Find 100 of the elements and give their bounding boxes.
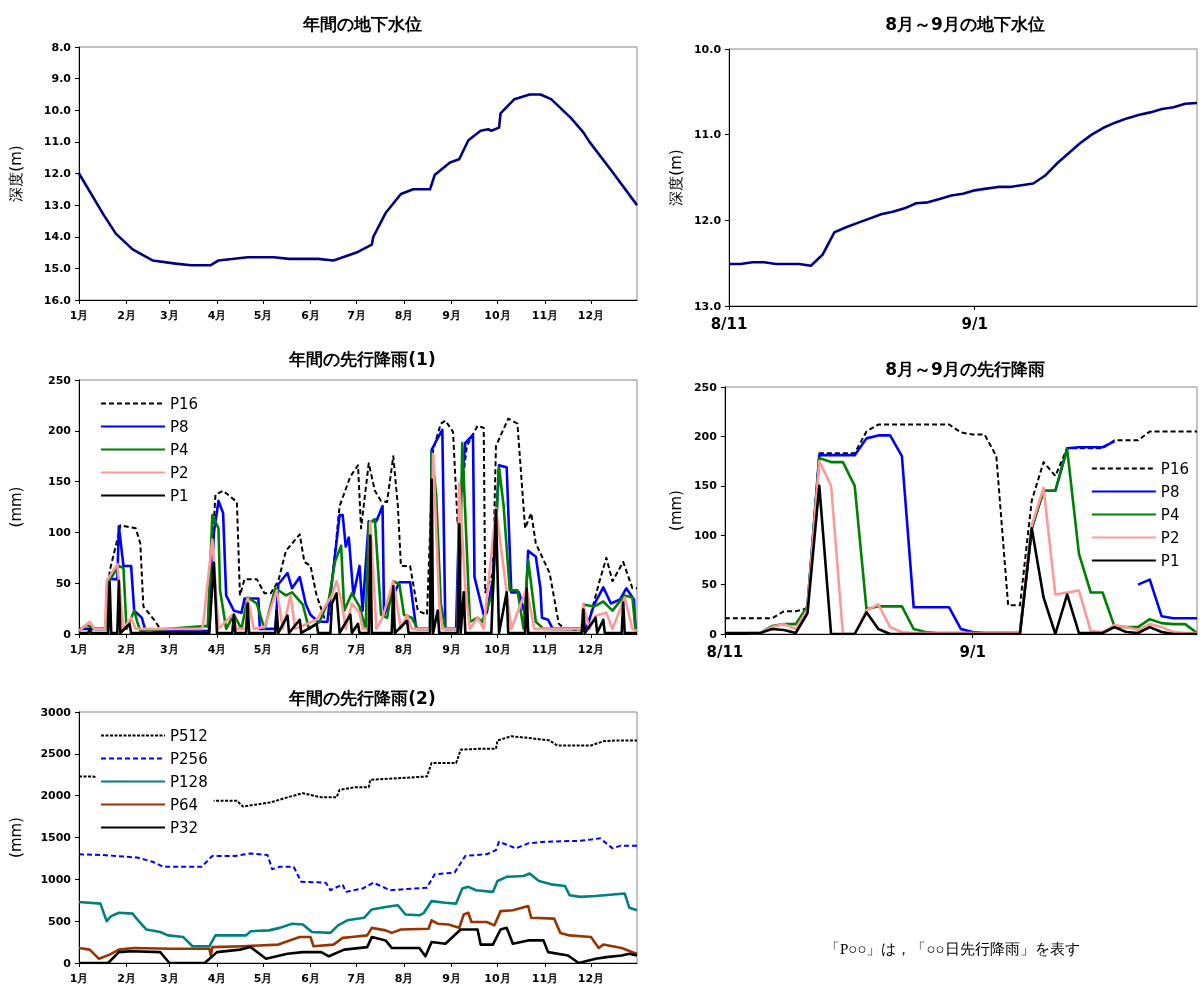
y-tick-label: 10.0 bbox=[43, 103, 72, 117]
x-tick-label: 12月 bbox=[577, 309, 605, 322]
y-tick-label: 0 bbox=[709, 627, 718, 641]
x-tick-label: 7月 bbox=[347, 972, 366, 985]
x-tick-label: 2月 bbox=[117, 643, 136, 656]
y-tick-label: 0 bbox=[63, 956, 72, 970]
x-tick-label: 4月 bbox=[207, 972, 227, 985]
y-tick-label: 2500 bbox=[40, 747, 72, 761]
x-tick-label: 7月 bbox=[347, 309, 366, 322]
legend-label: P2 bbox=[1160, 528, 1180, 547]
text: 「P○○」は，「○○日先行降雨」を表す bbox=[825, 940, 1080, 959]
legend-label: P4 bbox=[1160, 505, 1180, 524]
y-axis-title: (mm) bbox=[666, 490, 685, 531]
y-tick-label: 150 bbox=[693, 479, 718, 493]
x-tick-label: 1月 bbox=[69, 309, 89, 322]
legend-label: P16 bbox=[1160, 459, 1190, 478]
y-tick-label: 0 bbox=[63, 627, 72, 641]
x-tick-label: 11月 bbox=[531, 309, 559, 322]
x-tick-label: 3月 bbox=[160, 309, 179, 322]
legend-label: P1 bbox=[1160, 551, 1180, 570]
x-tick-label: 12月 bbox=[577, 972, 605, 985]
legend-label: P8 bbox=[1160, 482, 1180, 501]
y-tick-label: 50 bbox=[701, 578, 718, 592]
y-tick-label: 12.0 bbox=[693, 213, 722, 227]
y-tick-label: 200 bbox=[48, 424, 72, 438]
x-tick-label: 9月 bbox=[442, 972, 461, 985]
legend-label: P2 bbox=[170, 463, 189, 482]
chart-title: 年間の先行降雨(2) bbox=[288, 687, 436, 708]
legend-label: P512 bbox=[170, 726, 208, 745]
x-tick-label: 1月 bbox=[69, 972, 89, 985]
y-axis-title: 深度(m) bbox=[6, 145, 25, 202]
chart-title: 8月～9月の地下水位 bbox=[885, 13, 1045, 34]
x-tick-label: 2月 bbox=[117, 972, 136, 985]
x-tick-label: 9/1 bbox=[961, 314, 988, 333]
x-tick-label: 8月 bbox=[394, 972, 414, 985]
y-tick-label: 13.0 bbox=[693, 299, 722, 313]
chart-title: 8月～9月の先行降雨 bbox=[885, 358, 1045, 379]
y-tick-label: 200 bbox=[693, 429, 718, 443]
y-tick-label: 100 bbox=[48, 525, 72, 539]
x-tick-label: 11月 bbox=[531, 643, 559, 656]
x-tick-label: 8月 bbox=[394, 643, 414, 656]
x-tick-label: 9月 bbox=[442, 643, 461, 656]
line-series bbox=[77, 93, 639, 267]
y-tick-label: 3000 bbox=[40, 705, 72, 719]
legend-label: P32 bbox=[170, 818, 199, 837]
x-tick-label: 7月 bbox=[347, 643, 366, 656]
x-tick-label: 11月 bbox=[531, 972, 559, 985]
y-axis-title: (mm) bbox=[6, 486, 25, 528]
y-tick-label: 9.0 bbox=[51, 72, 72, 86]
legend-label: P16 bbox=[170, 394, 199, 413]
x-tick-label: 10月 bbox=[484, 643, 511, 656]
x-tick-label: 9月 bbox=[442, 309, 461, 322]
y-tick-label: 1500 bbox=[40, 831, 72, 844]
legend-label: P64 bbox=[170, 795, 199, 814]
y-tick-label: 14.0 bbox=[43, 230, 72, 244]
chart-title: 年間の地下水位 bbox=[302, 13, 422, 34]
y-tick-label: 8.0 bbox=[51, 40, 72, 54]
y-tick-label: 500 bbox=[48, 914, 72, 928]
x-tick-label: 8/11 bbox=[710, 314, 748, 333]
legend-label: P256 bbox=[170, 749, 208, 768]
y-tick-label: 10.0 bbox=[693, 42, 722, 56]
x-tick-label: 5月 bbox=[253, 309, 273, 322]
x-tick-label: 8月 bbox=[394, 309, 414, 322]
y-tick-label: 2000 bbox=[40, 789, 72, 803]
x-tick-label: 3月 bbox=[160, 972, 179, 985]
x-tick-label: 2月 bbox=[117, 309, 136, 322]
y-axis-title: 深度(m) bbox=[666, 149, 685, 206]
line-series bbox=[77, 872, 639, 948]
y-axis-title: (mm) bbox=[6, 817, 25, 858]
y-tick-label: 13.0 bbox=[43, 198, 72, 212]
legend-label: P1 bbox=[170, 486, 189, 505]
x-tick-label: 4月 bbox=[207, 643, 227, 656]
x-tick-label: 6月 bbox=[301, 309, 320, 322]
x-tick-label: 4月 bbox=[207, 309, 227, 322]
y-tick-label: 250 bbox=[693, 380, 718, 394]
y-tick-label: 11.0 bbox=[693, 128, 722, 142]
line-series bbox=[727, 101, 1199, 268]
x-tick-label: 1月 bbox=[69, 643, 89, 656]
x-tick-label: 10月 bbox=[484, 309, 511, 322]
x-tick-label: 6月 bbox=[301, 643, 320, 656]
y-tick-label: 1000 bbox=[40, 872, 72, 886]
line-series bbox=[78, 837, 638, 893]
legend-label: P8 bbox=[170, 417, 189, 436]
x-tick-label: 5月 bbox=[253, 643, 273, 656]
y-tick-label: 16.0 bbox=[43, 293, 72, 307]
x-tick-label: 10月 bbox=[484, 972, 511, 985]
x-tick-label: 6月 bbox=[301, 972, 320, 985]
y-tick-label: 11.0 bbox=[43, 135, 72, 149]
x-tick-label: 9/1 bbox=[959, 642, 986, 661]
y-tick-label: 15.0 bbox=[43, 261, 72, 275]
x-tick-label: 3月 bbox=[160, 643, 179, 656]
chart-title: 年間の先行降雨(1) bbox=[288, 348, 436, 369]
y-tick-label: 12.0 bbox=[43, 167, 72, 180]
legend-label: P128 bbox=[170, 772, 208, 791]
y-tick-label: 150 bbox=[48, 475, 72, 489]
y-tick-label: 250 bbox=[48, 373, 72, 387]
legend-label: P4 bbox=[170, 440, 189, 459]
x-tick-label: 5月 bbox=[253, 972, 273, 985]
y-tick-label: 50 bbox=[55, 576, 72, 590]
x-tick-label: 8/11 bbox=[706, 642, 744, 661]
